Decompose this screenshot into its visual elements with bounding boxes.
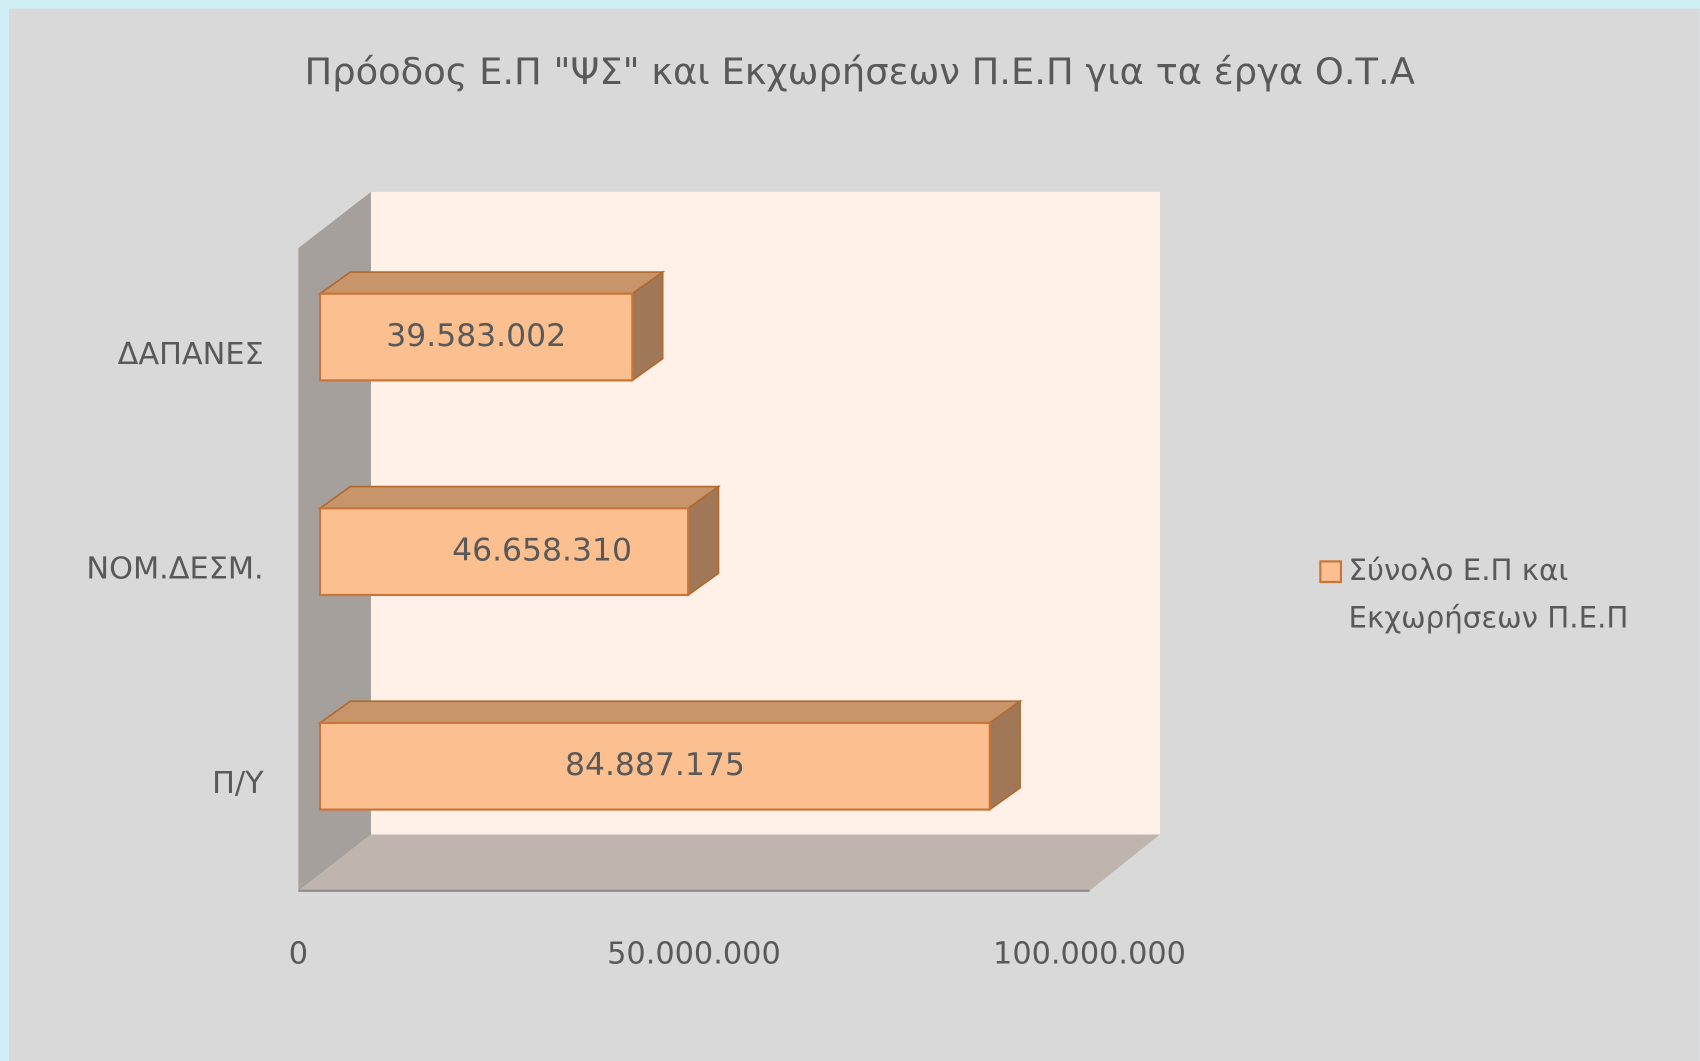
- y-tick-label: ΝΟΜ.ΔΕΣΜ.: [86, 552, 263, 587]
- bar: [317, 699, 1023, 812]
- bar-top: [317, 485, 722, 510]
- x-tick-label: 0: [289, 936, 308, 971]
- x-tick-label: 100.000.000: [993, 936, 1186, 971]
- x-tick-label: 50.000.000: [607, 936, 781, 971]
- legend-swatch: [1319, 560, 1343, 584]
- bar-front: [318, 507, 690, 597]
- y-tick-label: ΔΑΠΑΝΕΣ: [118, 337, 264, 372]
- bar-front: [318, 721, 991, 811]
- data-label: 84.887.175: [565, 747, 745, 783]
- chart-title: Πρόοδος Ε.Π "ΨΣ" και Εκχωρήσεων Π.Ε.Π γι…: [305, 50, 1415, 93]
- bar-top: [317, 271, 666, 295]
- legend-entry: Σύνολο Ε.Π και Εκχωρήσεων Π.Ε.Π: [1348, 553, 1629, 636]
- bar: [317, 485, 722, 597]
- y-tick-label: Π/Υ: [212, 766, 264, 801]
- floor: [298, 834, 1160, 891]
- legend-label: Σύνολο Ε.Π και Εκχωρήσεων Π.Ε.Π: [1348, 553, 1629, 636]
- data-label: 39.583.002: [386, 318, 566, 354]
- bar-front: [318, 292, 634, 382]
- bar: [317, 270, 666, 382]
- bar-top: [317, 700, 1023, 724]
- data-label: 46.658.310: [452, 533, 632, 569]
